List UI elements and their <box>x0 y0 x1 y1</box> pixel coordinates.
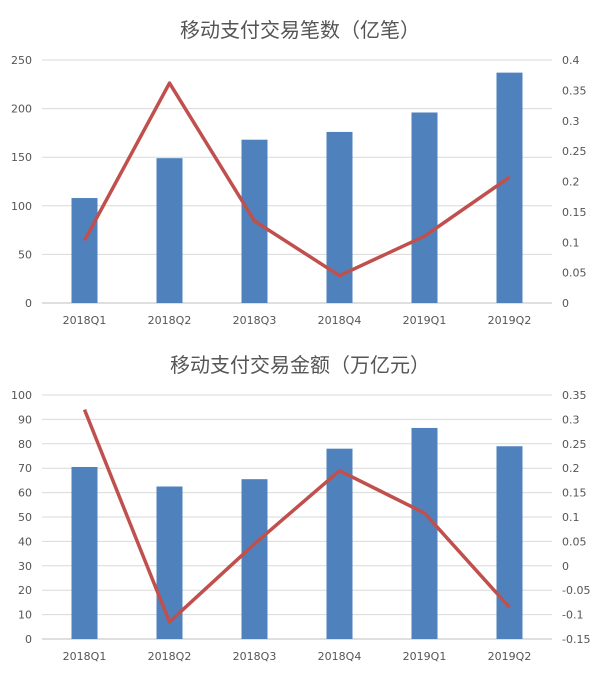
chart2-bar <box>241 479 268 639</box>
chart2-left-tick-label: 80 <box>18 438 32 451</box>
chart1-category-label: 2018Q3 <box>233 314 277 327</box>
chart1-left-tick-label: 150 <box>11 151 32 164</box>
chart2-bar <box>496 446 523 639</box>
chart1-right-tick-label: 0.2 <box>562 176 580 189</box>
chart2-right-tick-label: 0.15 <box>562 487 587 500</box>
chart2-category-label: 2018Q1 <box>63 650 107 663</box>
chart2-category-label: 2018Q4 <box>318 650 362 663</box>
chart1-right-tick-label: 0.35 <box>562 84 587 97</box>
chart2-right-tick-label: 0.05 <box>562 535 587 548</box>
chart1-bar <box>496 72 523 303</box>
chart2-left-tick-label: 100 <box>11 389 32 402</box>
chart1-title: 移动支付交易笔数（亿笔） <box>180 18 420 42</box>
chart1-category-label: 2018Q4 <box>318 314 362 327</box>
chart1-bar <box>71 198 98 303</box>
chart2-left-tick-label: 30 <box>18 560 32 573</box>
chart1-left-tick-label: 50 <box>18 248 32 261</box>
chart2-right-tick-label: 0 <box>562 560 569 573</box>
chart1-left-tick-label: 0 <box>25 297 32 310</box>
chart2-category-label: 2019Q2 <box>488 650 532 663</box>
chart2-right-tick-label: 0.3 <box>562 413 580 426</box>
chart1-right-tick-label: 0.1 <box>562 236 580 249</box>
chart1-category-label: 2019Q1 <box>403 314 447 327</box>
chart2-left-tick-label: 70 <box>18 462 32 475</box>
chart2-category-label: 2018Q3 <box>233 650 277 663</box>
chart2-right-tick-label: 0.2 <box>562 462 580 475</box>
chart2-title: 移动支付交易金额（万亿元） <box>170 353 430 377</box>
chart2-bar <box>156 486 183 639</box>
chart1-category-label: 2018Q2 <box>148 314 192 327</box>
chart1-category-label: 2019Q2 <box>488 314 532 327</box>
chart1-right-tick-label: 0.4 <box>562 54 580 67</box>
chart1-growth-line <box>82 81 511 278</box>
chart1-category-label: 2018Q1 <box>63 314 107 327</box>
chart2-left-tick-label: 0 <box>25 633 32 646</box>
chart2-category-label: 2018Q2 <box>148 650 192 663</box>
chart2-left-tick-label: 20 <box>18 584 32 597</box>
chart2-right-tick-label: 0.1 <box>562 511 580 524</box>
chart1-right-tick-label: 0.25 <box>562 145 587 158</box>
chart1-right-tick-label: 0.3 <box>562 115 580 128</box>
chart2-bar <box>411 427 438 639</box>
chart2-bar <box>71 466 98 639</box>
chart2-left-tick-label: 60 <box>18 487 32 500</box>
chart2-right-tick-label: 0.25 <box>562 438 587 451</box>
chart2-growth-line <box>82 408 511 624</box>
chart2-right-tick-label: -0.1 <box>562 609 583 622</box>
chart2-left-tick-label: 40 <box>18 535 32 548</box>
chart2-category-label: 2019Q1 <box>403 650 447 663</box>
chart1-bar <box>411 112 438 303</box>
chart2-left-tick-label: 10 <box>18 609 32 622</box>
chart1-right-tick-label: 0.15 <box>562 206 587 219</box>
chart1-left-tick-label: 250 <box>11 54 32 67</box>
chart1-left-tick-label: 200 <box>11 103 32 116</box>
chart2-right-tick-label: -0.15 <box>562 633 590 646</box>
chart2-left-tick-label: 90 <box>18 413 32 426</box>
chart1-right-tick-label: 0.05 <box>562 267 587 280</box>
chart1-bar <box>156 158 183 303</box>
chart2-right-tick-label: 0.35 <box>562 389 587 402</box>
chart2-right-tick-label: -0.05 <box>562 584 590 597</box>
chart1-left-tick-label: 100 <box>11 200 32 213</box>
chart1-right-tick-label: 0 <box>562 297 569 310</box>
chart2-left-tick-label: 50 <box>18 511 32 524</box>
